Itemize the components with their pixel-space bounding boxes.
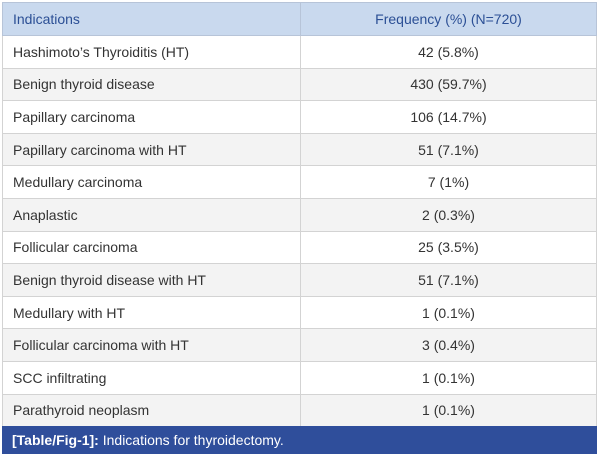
indication-cell: SCC infiltrating [2,360,301,395]
frequency-cell: 3 (0.4%) [300,328,597,362]
table-row: Anaplastic 2 (0.3%) [2,197,597,232]
frequency-cell: 106 (14.7%) [300,100,597,134]
indication-cell: Follicular carcinoma [2,230,301,265]
frequency-cell: 1 (0.1%) [300,393,597,428]
table-row: Follicular carcinoma 25 (3.5%) [2,230,597,265]
header-row: Indications Frequency (%) (N=720) [2,2,597,36]
indication-cell: Benign thyroid disease with HT [2,263,301,297]
indication-cell: Medullary carcinoma [2,165,301,199]
frequency-cell: 51 (7.1%) [300,263,597,297]
indication-cell: Papillary carcinoma [2,100,301,134]
header-cell: Indications [2,2,301,36]
frequency-cell: 25 (3.5%) [300,230,597,265]
caption-label: [Table/Fig-1]: [12,432,99,448]
table-row: Medullary carcinoma 7 (1%) [2,165,597,199]
frequency-cell: 2 (0.3%) [300,197,597,232]
table-row: Benign thyroid disease 430 (59.7%) [2,67,597,102]
frequency-cell: 1 (0.1%) [300,360,597,395]
table-body: Hashimoto’s Thyroiditis (HT) 42 (5.8%) Ben… [2,35,597,428]
frequency-cell: 7 (1%) [300,165,597,199]
table-row: Papillary carcinoma 106 (14.7%) [2,100,597,134]
frequency-cell: 430 (59.7%) [300,67,597,102]
caption-text: Indications for thyroidectomy. [102,432,284,448]
header-cell: Frequency (%) (N=720) [300,2,597,36]
indication-cell: Follicular carcinoma with HT [2,328,301,362]
caption: [Table/Fig-1]: Indications for thyroidec… [2,426,597,454]
frequency-cell: 51 (7.1%) [300,132,597,167]
frequency-cell: 1 (0.1%) [300,295,597,330]
table-row: Hashimoto’s Thyroiditis (HT) 42 (5.8%) [2,35,597,69]
table-row: Papillary carcinoma with HT 51 (7.1%) [2,132,597,167]
table-row: Medullary with HT 1 (0.1%) [2,295,597,330]
indication-cell: Anaplastic [2,197,301,232]
indication-cell: Papillary carcinoma with HT [2,132,301,167]
data-table: Indications Frequency (%) (N=720) Hashim… [2,2,597,428]
indication-cell: Hashimoto’s Thyroiditis (HT) [2,35,301,69]
indication-cell: Parathyroid neoplasm [2,393,301,428]
table-row: Parathyroid neoplasm 1 (0.1%) [2,393,597,428]
table-row: SCC infiltrating 1 (0.1%) [2,360,597,395]
frequency-cell: 42 (5.8%) [300,35,597,69]
indication-cell: Benign thyroid disease [2,67,301,102]
indication-cell: Medullary with HT [2,295,301,330]
table-row: Benign thyroid disease with HT 51 (7.1%) [2,263,597,297]
table-row: Follicular carcinoma with HT 3 (0.4%) [2,328,597,362]
